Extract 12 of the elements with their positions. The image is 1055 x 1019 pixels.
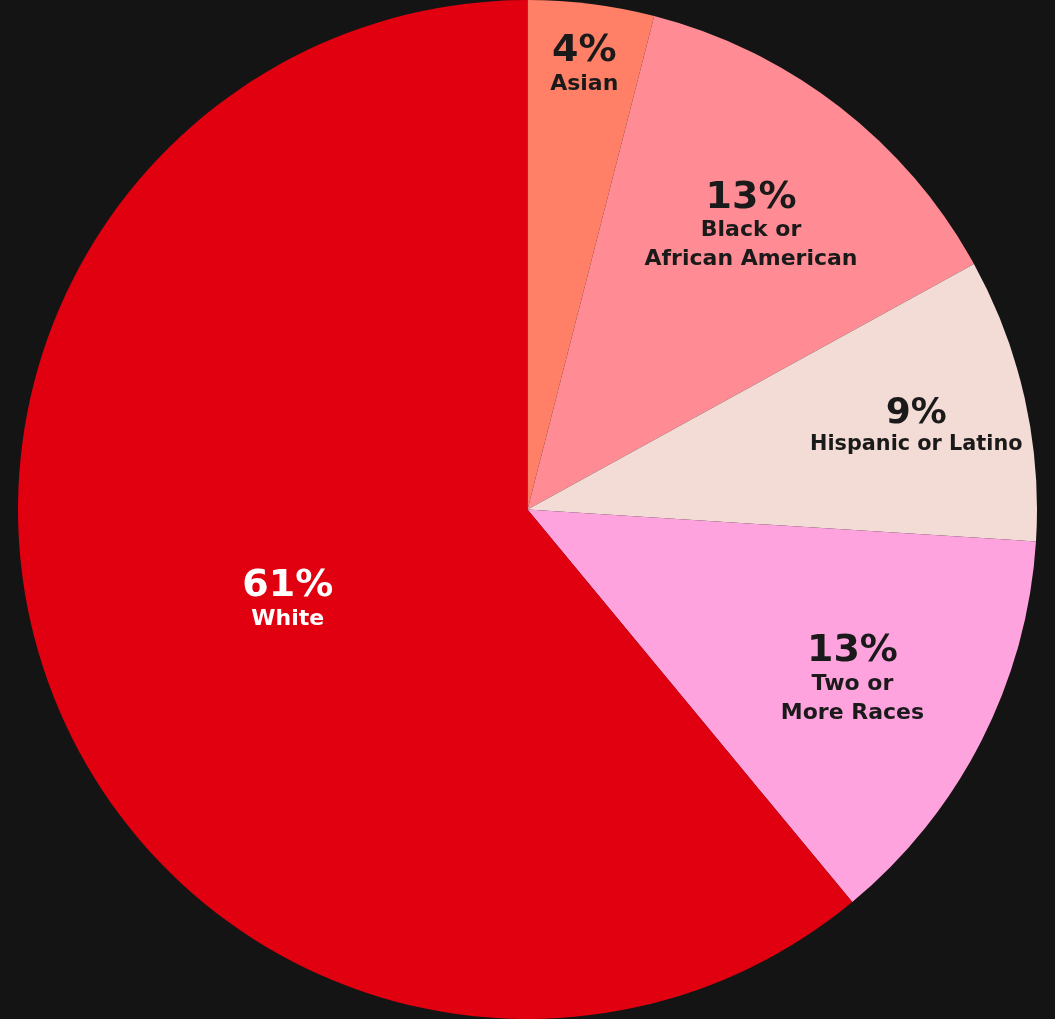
pie-slice (527, 264, 1037, 542)
slice-label: White (251, 605, 325, 631)
slice-label: Hispanic or Latino (810, 431, 1023, 456)
pie-slice (527, 509, 1036, 903)
slice-label: Black or African American (644, 216, 858, 270)
data-label: 13% (806, 626, 898, 671)
data-label: 13% (705, 172, 797, 217)
data-label: 4% (551, 26, 617, 71)
slice-label: Two or More Races (780, 670, 925, 724)
data-label: 61% (242, 561, 334, 606)
data-label: 9% (885, 390, 947, 432)
slice-label: Asian (550, 69, 619, 95)
